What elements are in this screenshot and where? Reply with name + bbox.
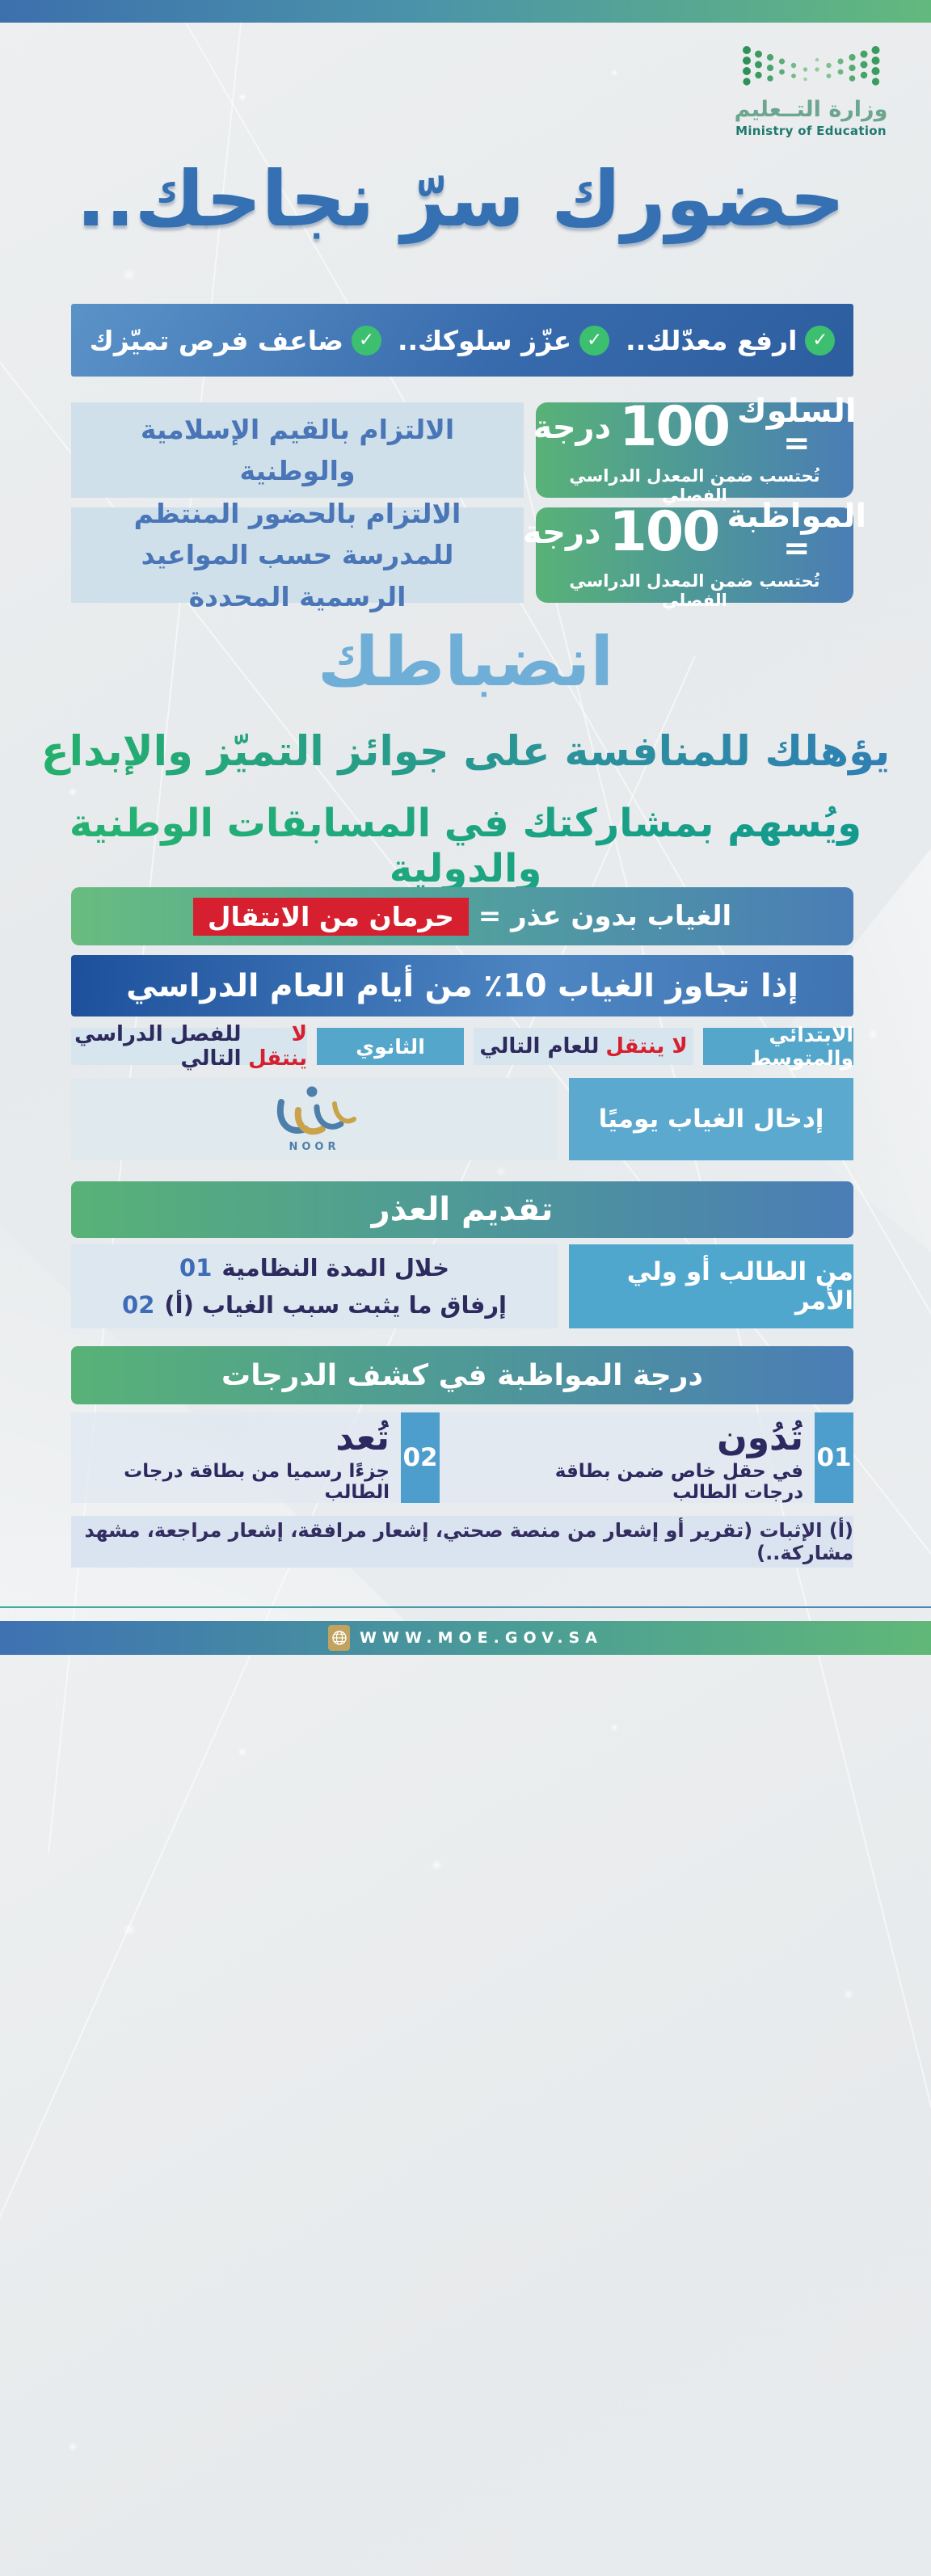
behavior-score-box: السلوك = 100 درجة تُحتسب ضمن المعدل الدر…	[533, 395, 856, 505]
check-icon: ✓	[579, 325, 610, 356]
attendance-unit: درجة	[522, 514, 601, 551]
record-card-content: تُعد جزءًا رسميا من بطاقة درجات الطالب	[71, 1412, 401, 1503]
presence-commitment-box: الالتزام بالحضور المنتظم للمدرسة حسب الم…	[71, 498, 524, 612]
attendance-label: المواظبة =	[727, 498, 867, 567]
benefit-item: ✓ ضاعف فرص تميّزك	[90, 325, 381, 356]
level-primary-middle: الابتدائي والمتوسط	[703, 1023, 853, 1070]
attendance-note: تُحتسب ضمن المعدل الدراسي الفصلي	[569, 571, 820, 610]
attendance-score-box: المواظبة = 100 درجة تُحتسب ضمن المعدل ال…	[523, 500, 866, 610]
benefit-item: ✓ ارفع معدّلك..	[626, 324, 836, 356]
globe-icon	[328, 1625, 351, 1651]
ministry-name-arabic: وزارة التــعليم	[734, 97, 888, 122]
excuse-step-text: خلال المدة النظامية	[221, 1253, 449, 1282]
excuse-row: من الطالب أو ولي الأمر خلال المدة النظام…	[71, 1244, 853, 1328]
absence-rule-label: الغياب بدون عذر =	[478, 900, 732, 932]
footer-url: WWW.MOE.GOV.SA	[360, 1629, 603, 1647]
excuse-from-box: من الطالب أو ولي الأمر	[569, 1244, 853, 1328]
behavior-value: 100	[619, 395, 731, 459]
absence-rule-bar: الغياب بدون عذر = حرمان من الانتقال	[71, 887, 853, 945]
benefit-label: ارفع معدّلك..	[626, 324, 798, 356]
record-card-heading: تُعد	[335, 1417, 390, 1458]
record-card-text: في حقل خاص ضمن بطاقة درجات الطالب	[554, 1461, 803, 1504]
excuse-step-number: 01	[179, 1253, 213, 1282]
discipline-line2: ويُسهم بمشاركتك في المسابقات الوطنية وال…	[0, 801, 931, 891]
absence-threshold-bar: إذا تجاوز الغياب 10٪ من أيام العام الدرا…	[71, 955, 853, 1017]
level-secondary: الثانوي	[317, 1028, 464, 1065]
behavior-score-line: السلوك = 100 درجة	[533, 395, 856, 460]
moe-dots-icon	[742, 46, 879, 86]
excuse-step-number: 02	[122, 1291, 155, 1319]
noor-wordmark: NOOR	[289, 1141, 340, 1153]
record-card-content: تُدُون في حقل خاص ضمن بطاقة درجات الطالب	[485, 1412, 815, 1503]
attendance-score-row: المواظبة = 100 درجة تُحتسب ضمن المعدل ال…	[71, 498, 866, 612]
level-secondary-consequence: لا ينتقل للفصل الدراسي التالي	[71, 1022, 307, 1071]
footnote: (أ) الإثبات (تقرير أو إشعار من منصة صحتي…	[71, 1516, 853, 1568]
consequence-no: لا ينتقل	[605, 1034, 688, 1059]
level-primary-consequence: لا ينتقل للعام التالي	[474, 1028, 693, 1065]
check-icon: ✓	[351, 325, 381, 356]
excuse-step: إرفاق ما يثبت سبب الغياب (أ) 02	[122, 1286, 507, 1324]
record-card-number: 02	[401, 1412, 440, 1503]
excuse-step: خلال المدة النظامية 01	[179, 1249, 449, 1286]
consequence-rest: للعام التالي	[479, 1034, 600, 1059]
levels-row: الابتدائي والمتوسط لا ينتقل للعام التالي…	[71, 1022, 853, 1071]
behavior-note: تُحتسب ضمن المعدل الدراسي الفصلي	[569, 466, 820, 505]
record-card-text: جزءًا رسميا من بطاقة درجات الطالب	[124, 1461, 390, 1504]
footer-bar: WWW.MOE.GOV.SA	[0, 1621, 931, 1655]
ministry-logo: وزارة التــعليم Ministry of Education	[728, 44, 894, 138]
record-card-number: 01	[815, 1412, 853, 1503]
consequence-no: لا ينتقل	[248, 1022, 307, 1071]
discipline-title: انضباطك	[317, 622, 614, 701]
ministry-name-english: Ministry of Education	[735, 124, 887, 138]
behavior-unit: درجة	[533, 409, 612, 446]
record-card: 01 تُدُون في حقل خاص ضمن بطاقة درجات الط…	[485, 1412, 853, 1503]
footer-divider	[0, 1606, 931, 1608]
excuse-title-bar: تقديم العذر	[71, 1181, 853, 1238]
benefit-label: ضاعف فرص تميّزك	[89, 324, 343, 356]
record-title-bar: درجة المواظبة في كشف الدرجات	[71, 1346, 853, 1404]
benefit-item: ✓ عزّز سلوكك..	[397, 324, 610, 356]
benefits-bar: ✓ ارفع معدّلك.. ✓ عزّز سلوكك.. ✓ ضاعف فر…	[71, 304, 853, 377]
discipline-line1: يؤهلك للمنافسة على جوائز التميّز والإبدا…	[0, 728, 931, 776]
excuse-steps-panel: خلال المدة النظامية 01 إرفاق ما يثبت سبب…	[71, 1244, 558, 1328]
behavior-label: السلوك =	[737, 393, 857, 462]
values-commitment-box: الالتزام بالقيم الإسلامية والوطنية	[71, 402, 524, 498]
daily-entry-box: إدخال الغياب يوميًا	[569, 1078, 853, 1160]
consequence-rest: للفصل الدراسي التالي	[74, 1022, 242, 1071]
behavior-score-row: السلوك = 100 درجة تُحتسب ضمن المعدل الدر…	[71, 395, 857, 505]
record-card-heading: تُدُون	[717, 1417, 803, 1458]
excuse-step-text: إرفاق ما يثبت سبب الغياب (أ)	[164, 1291, 507, 1319]
check-icon: ✓	[805, 325, 836, 356]
record-row: 01 تُدُون في حقل خاص ضمن بطاقة درجات الط…	[71, 1412, 853, 1503]
noor-logo-icon: NOOR	[276, 1086, 356, 1153]
absence-penalty-badge: حرمان من الانتقال	[192, 897, 469, 936]
attendance-score-line: المواظبة = 100 درجة	[523, 500, 866, 565]
benefit-label: عزّز سلوكك..	[397, 324, 572, 356]
page-title: حضورك سرّ نجاحك..	[76, 155, 845, 244]
record-card: 02 تُعد جزءًا رسميا من بطاقة درجات الطال…	[71, 1412, 440, 1503]
top-gradient-strip	[0, 0, 931, 23]
attendance-value: 100	[609, 500, 721, 564]
noor-panel: NOOR	[71, 1078, 558, 1160]
noor-row: إدخال الغياب يوميًا NOOR	[71, 1078, 853, 1160]
